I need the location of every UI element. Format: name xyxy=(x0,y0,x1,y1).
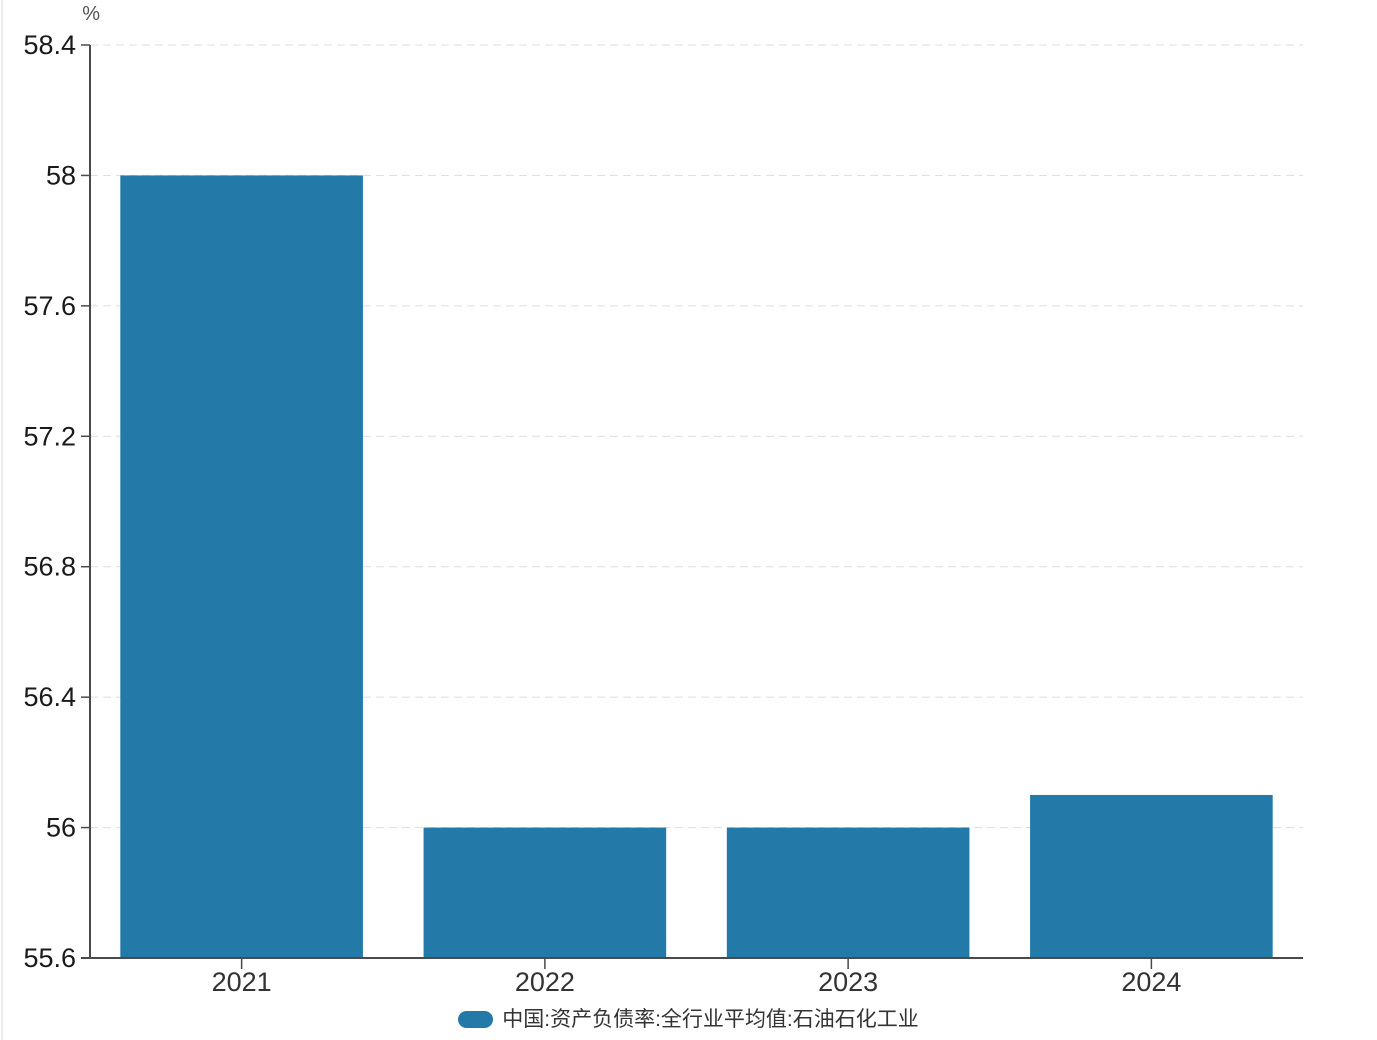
x-tick-label-2021: 2021 xyxy=(212,967,272,997)
y-tick-label: 58 xyxy=(46,160,76,190)
y-tick-label: 57.6 xyxy=(23,291,76,321)
bar-2023[interactable] xyxy=(726,827,970,958)
bar-2021[interactable] xyxy=(120,175,363,958)
page-left-edge xyxy=(1,0,3,1040)
y-tick-label: 56.4 xyxy=(23,682,76,712)
y-tick-label: 56 xyxy=(46,813,76,843)
bar-2022[interactable] xyxy=(423,827,667,958)
legend-swatch xyxy=(458,1011,494,1029)
legend-label: 中国:资产负债率:全行业平均值:石油石化工业 xyxy=(502,1008,919,1031)
y-tick-label: 58.4 xyxy=(23,30,76,60)
legend: 中国:资产负债率:全行业平均值:石油石化工业 xyxy=(0,1007,1377,1032)
x-tick-label-2023: 2023 xyxy=(818,967,878,997)
y-axis-unit-label: % xyxy=(82,3,100,25)
bar-2024[interactable] xyxy=(1030,794,1273,958)
x-tick-label-2024: 2024 xyxy=(1121,967,1181,997)
bar-chart-plot: 55.6 56 56.4 56.8 57.2 57.6 58 58.4 2021 2022 2023… xyxy=(23,30,1303,997)
y-tick-label: 56.8 xyxy=(23,552,76,582)
legend-item[interactable]: 中国:资产负债率:全行业平均值:石油石化工业 xyxy=(458,1007,919,1032)
x-tick-label-2022: 2022 xyxy=(515,967,575,997)
y-tick-label: 55.6 xyxy=(23,943,76,973)
y-tick-label: 57.2 xyxy=(23,421,76,451)
